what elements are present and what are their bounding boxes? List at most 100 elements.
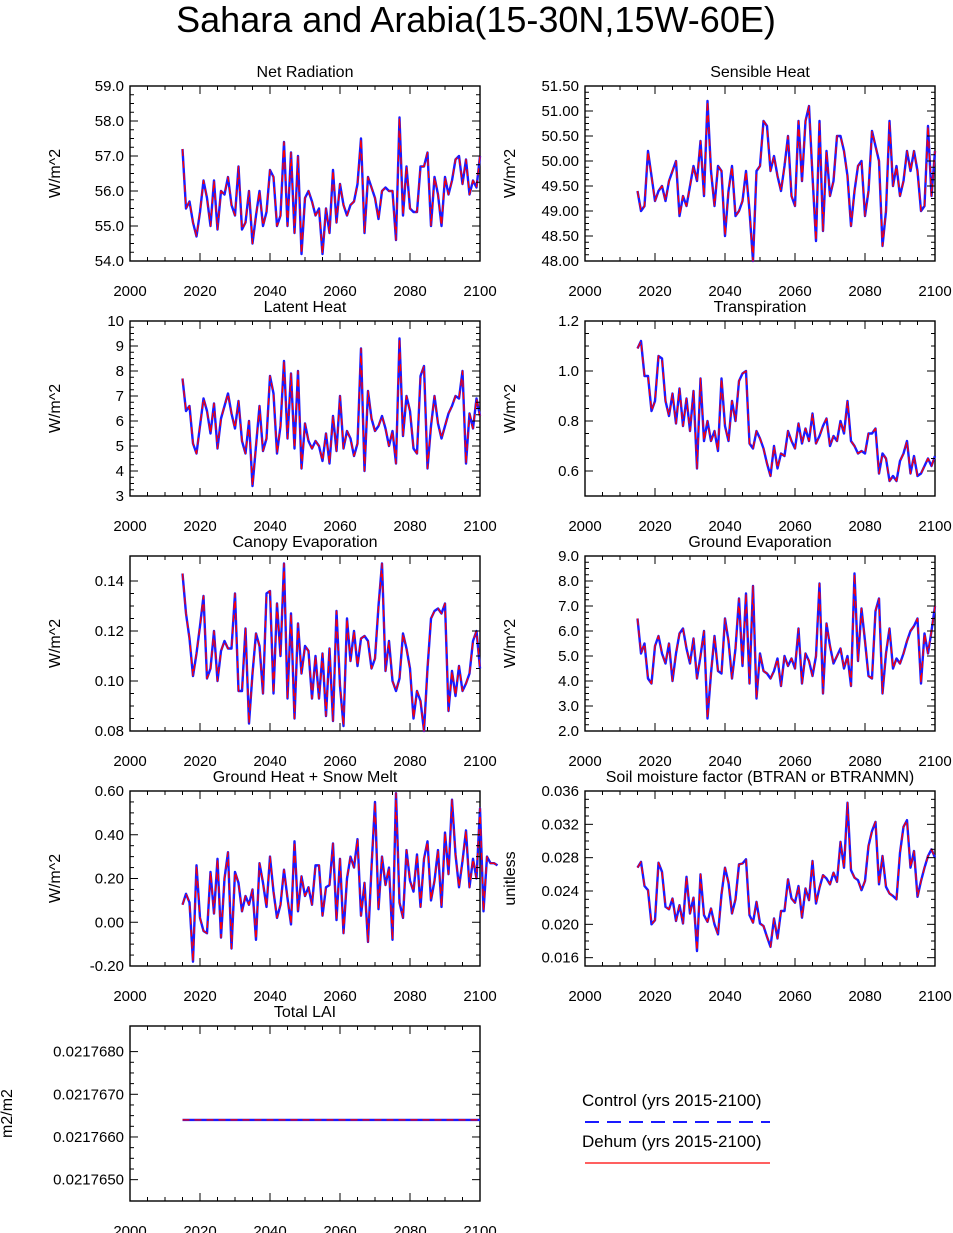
chart-title: Soil moisture factor (BTRAN or BTRANMN) [606, 769, 915, 786]
x-tick-label: 2060 [778, 988, 811, 1005]
y-axis-label: W/m^2 [47, 149, 64, 198]
y-tick-label: 0.0217670 [53, 1086, 124, 1103]
x-tick-label: 2100 [463, 518, 496, 535]
x-tick-label: 2000 [568, 283, 601, 300]
y-tick-label: 0.40 [95, 827, 124, 844]
plot-frame [129, 790, 481, 967]
x-tick-label: 2040 [253, 753, 286, 770]
y-tick-label: 9.0 [558, 548, 579, 565]
y-tick-label: -0.20 [90, 958, 124, 975]
x-tick-label: 2080 [393, 283, 426, 300]
x-tick-label: 2080 [848, 988, 881, 1005]
x-tick-label: 2080 [393, 1223, 426, 1233]
plot-frame [584, 790, 936, 967]
y-tick-label: 48.00 [541, 253, 579, 270]
y-tick-label: 0.028 [541, 850, 579, 867]
x-tick-label: 2060 [778, 753, 811, 770]
series-line [181, 337, 481, 487]
x-tick-label: 2100 [918, 753, 951, 770]
series-line [181, 562, 481, 732]
chart-panel: 2000 2020 2040 2060 2080 2100 48.00 48.50 49.00 4… [502, 64, 952, 300]
x-tick-label: 2100 [918, 283, 951, 300]
y-tick-label: 3.0 [558, 698, 579, 715]
y-tick-label: 48.50 [541, 228, 579, 245]
x-tick-label: 2020 [183, 753, 216, 770]
x-tick-label: 2100 [463, 988, 496, 1005]
y-axis-label: W/m^2 [47, 854, 64, 903]
y-tick-label: 2.0 [558, 723, 579, 740]
chart-panel: 2000 2020 2040 2060 2080 2100 54.0 55.0 56.0 57.0… [47, 64, 497, 300]
y-tick-label: 8.0 [558, 573, 579, 590]
x-tick-label: 2020 [638, 988, 671, 1005]
y-tick-label: 5.0 [558, 648, 579, 665]
x-tick-label: 2040 [253, 988, 286, 1005]
x-tick-label: 2060 [323, 753, 356, 770]
chart-title: Sensible Heat [710, 64, 810, 81]
x-tick-label: 2020 [183, 283, 216, 300]
series-line [181, 337, 482, 488]
x-tick-label: 2100 [918, 518, 951, 535]
x-tick-label: 2060 [323, 1223, 356, 1233]
plot-frame [129, 1025, 481, 1202]
x-tick-label: 2080 [848, 518, 881, 535]
x-tick-label: 2080 [848, 753, 881, 770]
y-tick-label: 7.0 [558, 598, 579, 615]
chart-title: Transpiration [714, 299, 807, 316]
y-tick-label: 0.8 [558, 413, 579, 430]
x-tick-label: 2000 [568, 988, 601, 1005]
series-line [636, 572, 937, 720]
y-axis-label: W/m^2 [47, 619, 64, 668]
legend: Control (yrs 2015-2100) Dehum (yrs 2015-2… [582, 1091, 770, 1164]
series-line [636, 100, 936, 262]
y-tick-label: 51.00 [541, 103, 579, 120]
x-tick-label: 2060 [778, 283, 811, 300]
x-tick-label: 2080 [393, 988, 426, 1005]
y-tick-label: 0.12 [95, 623, 124, 640]
series-line [636, 339, 937, 483]
x-tick-label: 2100 [463, 283, 496, 300]
chart-title: Ground Heat + Snow Melt [213, 769, 398, 786]
y-tick-label: 4.0 [558, 673, 579, 690]
chart-panel: 2000 2020 2040 2060 2080 2100 0.0217650 0.02176… [0, 1004, 497, 1233]
x-tick-label: 2020 [183, 518, 216, 535]
y-tick-label: 54.0 [95, 253, 124, 270]
y-axis-label: W/m^2 [502, 149, 519, 198]
y-tick-label: 0.032 [541, 816, 579, 833]
x-tick-label: 2000 [113, 1223, 146, 1233]
y-tick-label: 58.0 [95, 113, 124, 130]
chart-title: Net Radiation [257, 64, 354, 81]
y-tick-label: 6 [116, 413, 124, 430]
y-tick-label: 1.0 [558, 363, 579, 380]
y-tick-label: 0.60 [95, 783, 124, 800]
x-tick-label: 2000 [113, 518, 146, 535]
x-tick-label: 2080 [848, 283, 881, 300]
x-tick-label: 2020 [638, 283, 671, 300]
x-tick-label: 2000 [113, 988, 146, 1005]
y-tick-label: 0.00 [95, 914, 124, 931]
x-tick-label: 2000 [568, 753, 601, 770]
legend-label: Control (yrs 2015-2100) [582, 1091, 762, 1110]
series-line [636, 99, 937, 263]
x-tick-label: 2060 [778, 518, 811, 535]
y-tick-label: 3 [116, 488, 124, 505]
x-tick-label: 2100 [463, 1223, 496, 1233]
y-tick-label: 0.024 [541, 883, 579, 900]
x-tick-label: 2080 [393, 753, 426, 770]
y-tick-label: 59.0 [95, 78, 124, 95]
x-tick-label: 2040 [253, 283, 286, 300]
chart-title: Total LAI [274, 1004, 336, 1021]
plot-frame [129, 320, 481, 497]
x-tick-label: 2000 [113, 283, 146, 300]
y-tick-label: 50.00 [541, 153, 579, 170]
y-tick-label: 6.0 [558, 623, 579, 640]
chart-panel: 2000 2020 2040 2060 2080 2100 0.6 0.8 1.0 1.2 Tran… [502, 299, 952, 535]
chart-panel: 2000 2020 2040 2060 2080 2100 2.0 3.0 4.0 5.0 6.0 7… [502, 534, 952, 770]
panels: 2000 2020 2040 2060 2080 210054.055.056.057.0… [0, 64, 952, 1233]
series-line [636, 802, 936, 952]
x-tick-label: 2020 [638, 518, 671, 535]
x-tick-label: 2060 [323, 518, 356, 535]
series-line [181, 116, 481, 255]
y-tick-label: 0.036 [541, 783, 579, 800]
y-tick-label: 4 [116, 463, 124, 480]
